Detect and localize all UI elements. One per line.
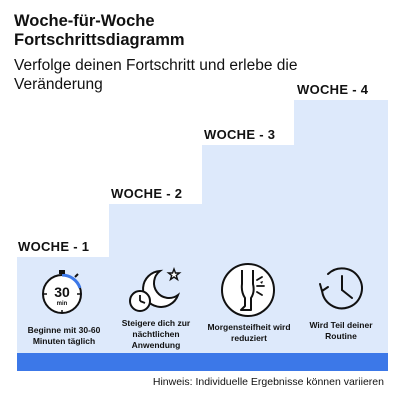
week-3-bar [202,353,296,371]
leg-relief-icon [215,262,281,318]
week-3-column [202,145,296,371]
clock-routine-icon [308,260,374,316]
stopwatch-30-min-icon: 30 min [30,268,94,318]
week-4-bar [294,353,388,371]
moon-stars-clock-icon [124,265,188,315]
page-title: Woche-für-Woche Fortschrittsdiagramm [14,12,185,49]
week-2-column [109,204,203,371]
week-4-label: WOCHE - 4 [297,82,369,97]
week-1-bar [17,353,111,371]
week-2-bar [109,353,203,371]
footer-note: Hinweis: Individuelle Ergebnisse können … [152,376,384,388]
page-subtitle: Verfolge deinen Fortschritt und erlebe d… [14,57,298,93]
week-3-caption: Morgensteifheit wird reduziert [207,322,291,343]
week-2-caption: Steigere dich zur nächtlichen Anwendung [121,318,191,350]
week-4-caption: Wird Teil deiner Routine [309,320,373,341]
stopwatch-unit: min [57,301,68,307]
stopwatch-number: 30 [54,284,70,300]
week-1-caption: Beginne mit 30-60 Minuten täglich [27,325,101,346]
week-4-column [294,100,388,371]
week-1-label: WOCHE - 1 [18,239,90,254]
week-3-label: WOCHE - 3 [204,127,276,142]
week-2-label: WOCHE - 2 [111,186,183,201]
